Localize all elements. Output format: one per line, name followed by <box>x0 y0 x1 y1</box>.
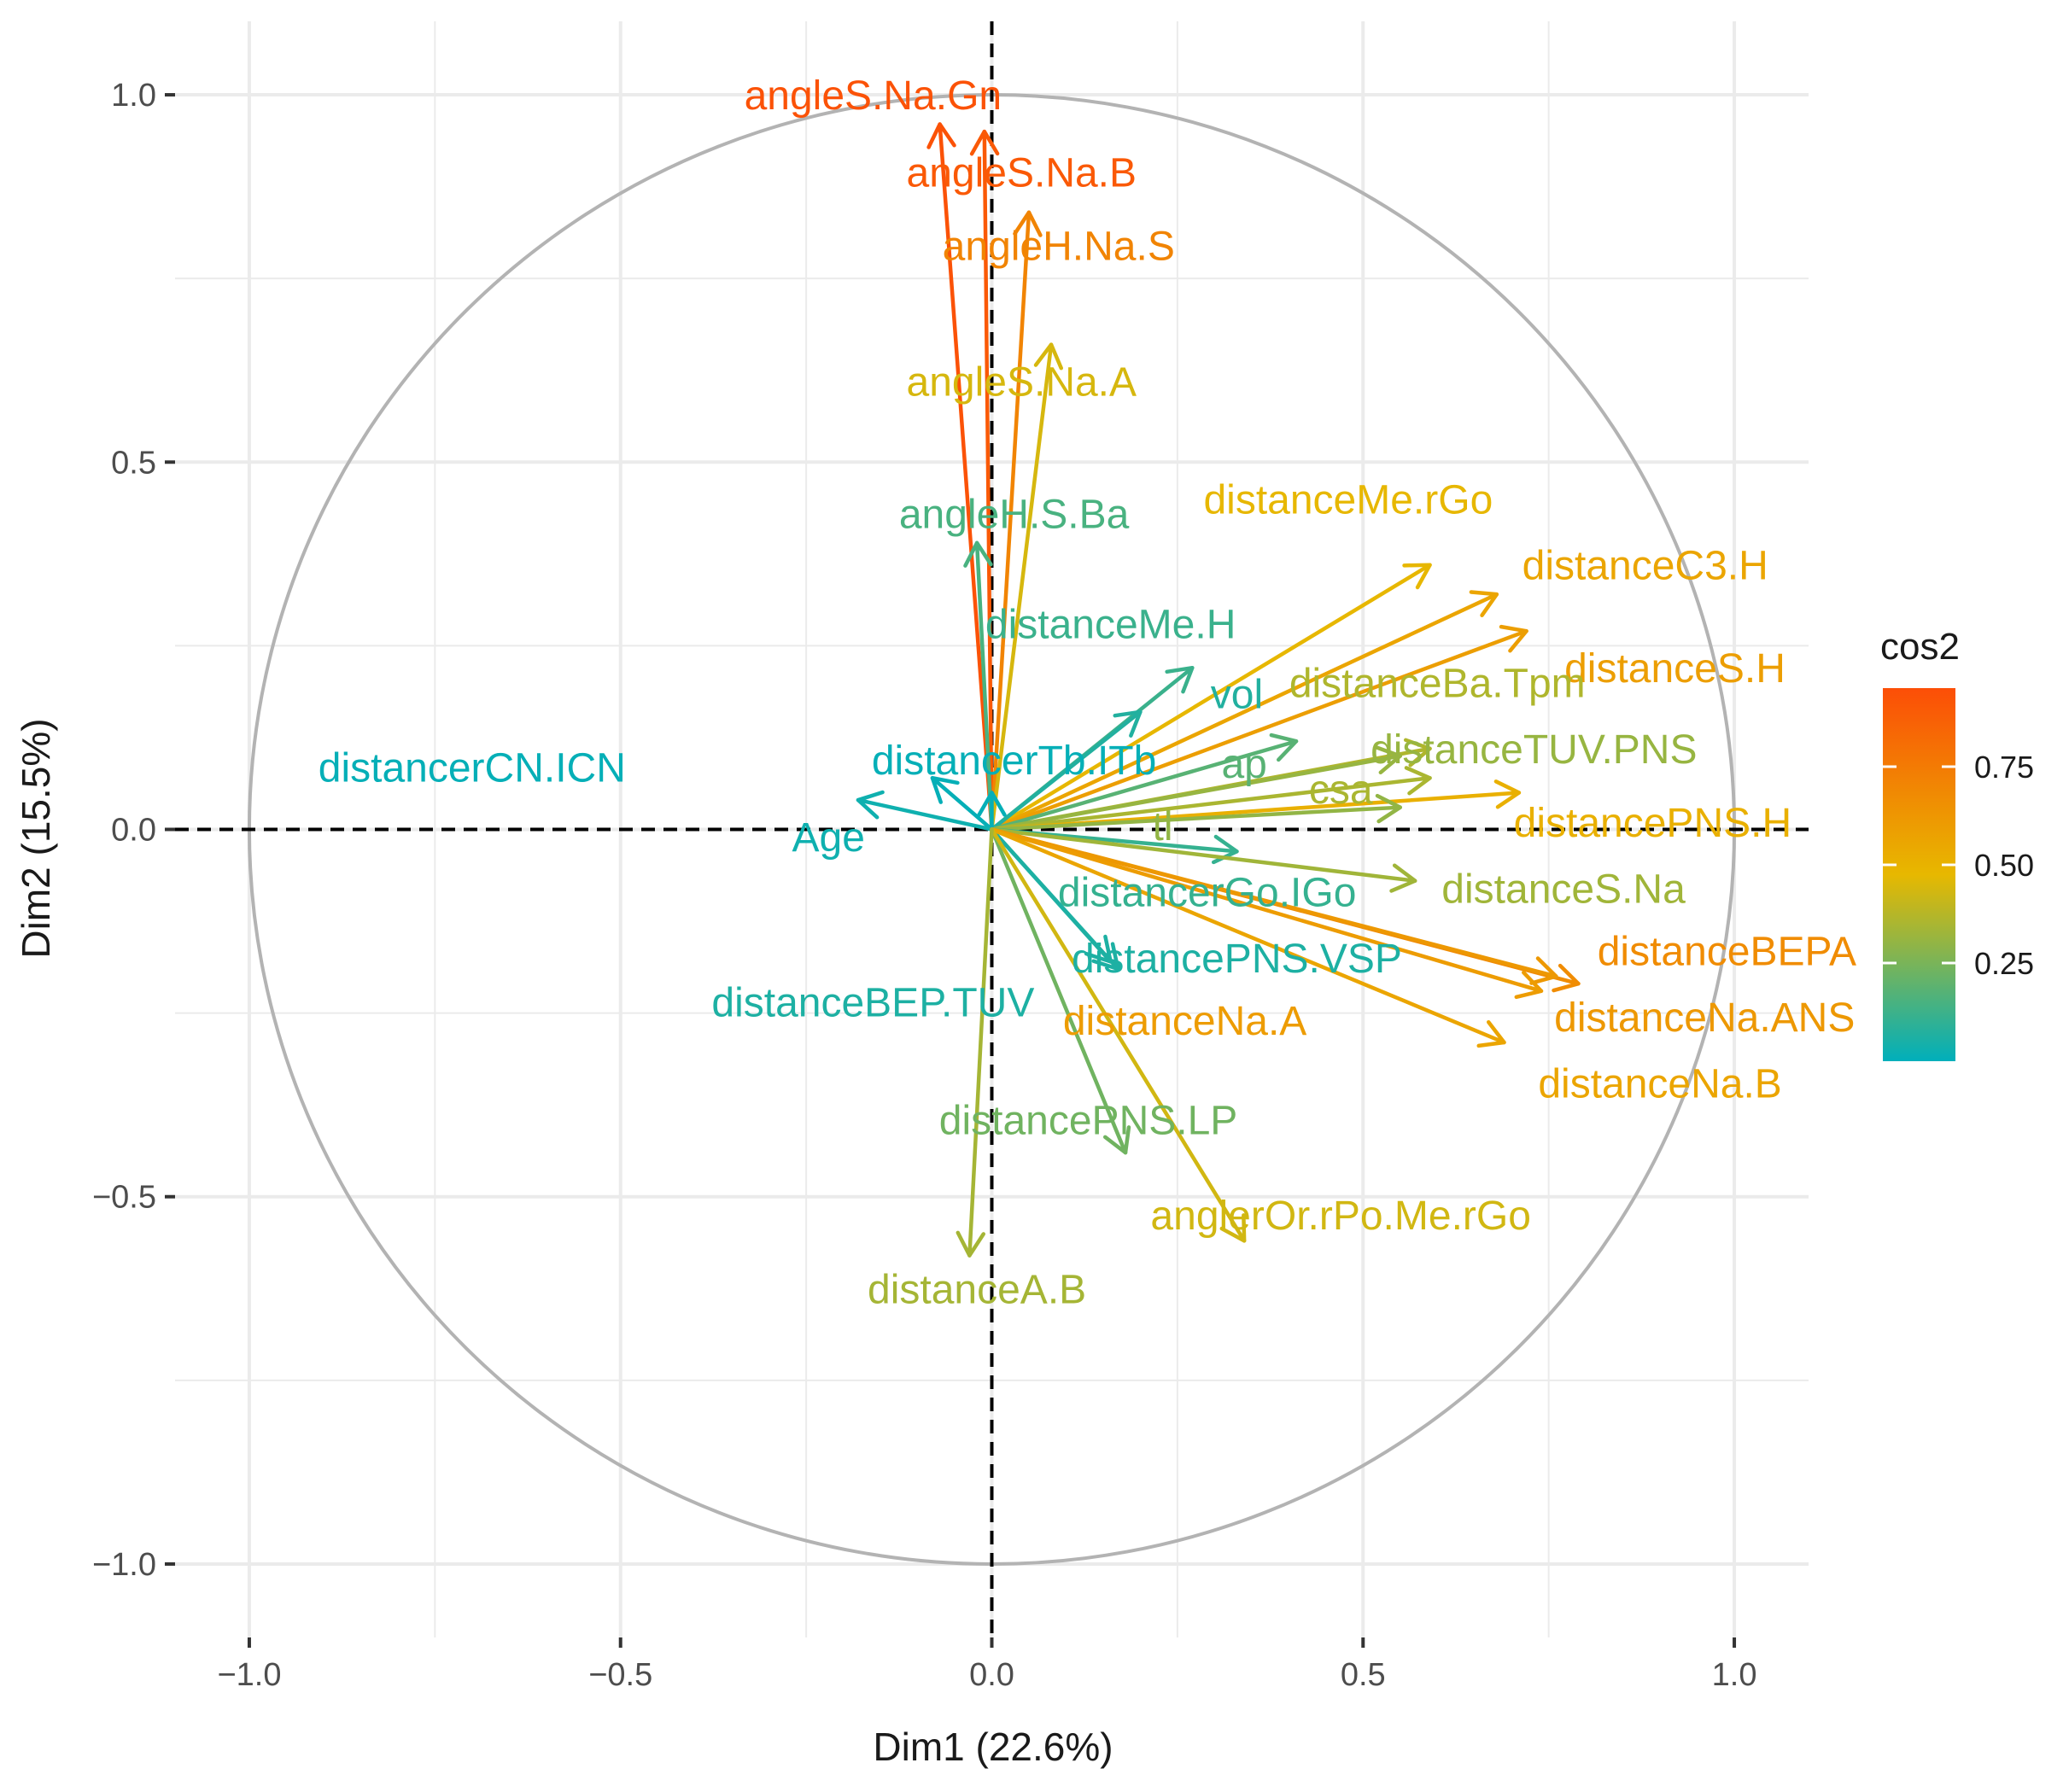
variable-label-distanceBEP.TUV: distanceBEP.TUV <box>711 981 1034 1026</box>
variable-label-vol: vol <box>1211 672 1263 717</box>
variable-label-distancePNS.H: distancePNS.H <box>1514 801 1791 846</box>
legend-tick-label: 0.25 <box>1974 946 2034 981</box>
variable-label-distancerCN.ICN: distancerCN.ICN <box>319 745 626 791</box>
variable-label-angleH.S.Ba: angleH.S.Ba <box>899 493 1130 538</box>
y-tick-label: 0.5 <box>111 445 156 481</box>
legend-colorbar <box>1883 688 1955 1061</box>
axis-layer: −1.0 −0.5 0.0 0.5 1.0 −1.0 −0.5 0.0 0.5 1.0 <box>92 78 1756 1693</box>
variable-label-distanceNa.A: distanceNa.A <box>1063 999 1307 1044</box>
variable-arrow-angleH.S.Ba <box>963 540 994 832</box>
variable-label-distancerGo.IGo: distancerGo.IGo <box>1058 871 1357 916</box>
variable-label-angleH.Na.S: angleH.Na.S <box>943 224 1175 269</box>
variable-arrow-distanceA.B <box>956 827 994 1258</box>
legend: cos2 0.25 0.50 0.75 <box>1880 626 2034 1061</box>
variable-arrow-distanceC3.H <box>990 590 1499 832</box>
y-tick-label: 0.0 <box>111 813 156 849</box>
legend-ticks: 0.25 0.50 0.75 <box>1883 750 2034 981</box>
variable-label-distancePNS.LP: distancePNS.LP <box>939 1098 1238 1143</box>
variable-label-distanceBa.Tpm: distanceBa.Tpm <box>1289 661 1586 706</box>
variable-arrow-csa <box>990 766 1432 832</box>
variable-label-angleS.Na.Gn: angleS.Na.Gn <box>745 73 1002 119</box>
variable-arrow-vol <box>990 709 1143 832</box>
legend-tick-label: 0.50 <box>1974 848 2034 883</box>
variable-arrow-anglerOr.rPo.Me.rGo <box>990 827 1247 1243</box>
variable-arrow-distancerCN.ICN <box>930 776 994 832</box>
variable-arrow-angleS.Na.B <box>969 129 1000 832</box>
variable-label-angleS.Na.B: angleS.Na.B <box>907 150 1137 196</box>
variable-arrow-distanceNa.B <box>990 827 1506 1048</box>
variable-arrow-tl <box>990 793 1402 832</box>
x-axis-title: Dim1 (22.6%) <box>873 1725 1113 1769</box>
variable-arrow-distanceBEP.TUV <box>990 827 1113 964</box>
variable-label-distanceS.Na: distanceS.Na <box>1441 867 1686 912</box>
variable-arrow-distanceNa.A <box>990 827 1544 1000</box>
variable-label-angleS.Na.A: angleS.Na.A <box>907 360 1137 406</box>
x-tick-label: 0.0 <box>969 1657 1014 1693</box>
x-tick-label: −1.0 <box>217 1657 281 1693</box>
variable-label-anglerOr.rPo.Me.rGo: anglerOr.rPo.Me.rGo <box>1150 1194 1531 1239</box>
variable-label-distanceMe.H: distanceMe.H <box>985 603 1236 648</box>
variable-arrow-distanceS.Na <box>990 827 1417 893</box>
variable-arrow-angleS.Na.A <box>990 342 1064 832</box>
legend-title: cos2 <box>1880 626 1960 668</box>
variable-arrow-distanceMe.rGo <box>990 563 1432 832</box>
y-axis-title: Dim2 (15.5%) <box>14 718 58 958</box>
variable-label-distanceNa.B: distanceNa.B <box>1538 1061 1782 1106</box>
arrow-layer <box>856 122 1581 1258</box>
variable-arrow-Age <box>856 790 994 832</box>
variable-arrow-angleS.Na.Gn <box>926 122 994 832</box>
variable-arrow-ap <box>990 733 1299 832</box>
legend-tick-label: 0.75 <box>1974 750 2034 785</box>
x-tick-label: −0.5 <box>588 1657 652 1693</box>
variable-arrow-distancerTb.ITb <box>977 791 1007 832</box>
variable-arrow-distanceS.H <box>990 624 1528 832</box>
variable-arrow-distancePNS.LP <box>990 827 1131 1155</box>
x-tick-label: 0.5 <box>1341 1657 1386 1693</box>
variable-label-Age: Age <box>792 815 864 861</box>
variable-label-distanceBEPA: distanceBEPA <box>1598 929 1856 974</box>
label-layer: angleS.Na.Gn angleS.Na.B angleH.Na.S angleS… <box>319 73 1856 1312</box>
x-tick-label: 1.0 <box>1712 1657 1757 1693</box>
variable-label-distanceNa.ANS: distanceNa.ANS <box>1554 995 1855 1041</box>
variable-label-distanceTUV.PNS: distanceTUV.PNS <box>1371 727 1697 773</box>
y-tick-label: −1.0 <box>92 1547 156 1583</box>
variable-arrow-angleH.Na.S <box>990 210 1043 832</box>
variable-label-csa: csa <box>1309 768 1373 813</box>
variable-label-tl: tl <box>1152 804 1172 849</box>
variable-arrow-distanceTUV.PNS <box>990 745 1402 832</box>
variable-label-distanceS.H: distanceS.H <box>1564 646 1786 692</box>
variable-label-distanceC3.H: distanceC3.H <box>1523 544 1768 589</box>
y-tick-label: 1.0 <box>111 78 156 114</box>
variable-label-distancerTb.ITb: distancerTb.ITb <box>872 738 1156 784</box>
variable-label-distanceMe.rGo: distanceMe.rGo <box>1203 477 1493 522</box>
variable-label-distanceA.B: distanceA.B <box>868 1267 1086 1312</box>
variable-label-distancePNS.VSP: distancePNS.VSP <box>1072 937 1402 982</box>
variable-arrow-distanceNa.ANS <box>990 827 1558 985</box>
variable-label-ap: ap <box>1221 742 1266 787</box>
y-tick-label: −0.5 <box>92 1180 156 1216</box>
